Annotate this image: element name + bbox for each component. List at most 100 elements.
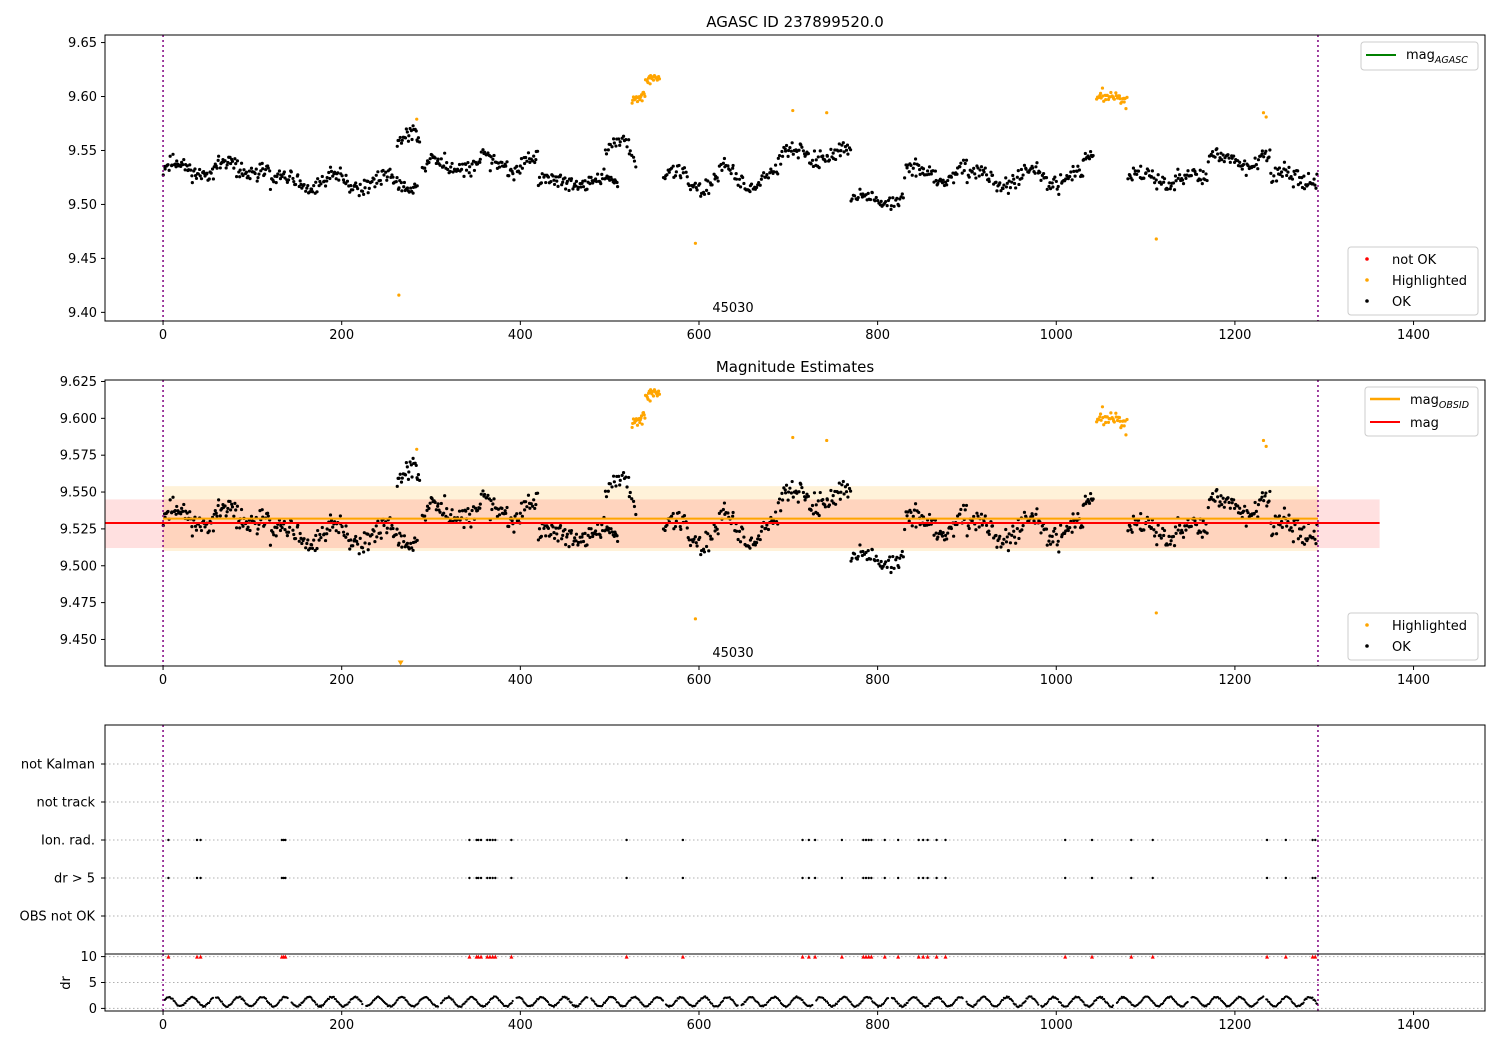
ok-point [617, 474, 621, 478]
ok-point [526, 493, 531, 497]
flag-row-label: OBS not OK [20, 910, 96, 925]
ok-point [1291, 540, 1295, 544]
highlighted-point [638, 420, 642, 425]
ok-point [1044, 176, 1049, 180]
flag-point [864, 876, 868, 880]
x-tick-label: 0 [159, 1018, 167, 1033]
ok-point [800, 145, 804, 149]
ok-point [949, 526, 954, 531]
ok-point [1161, 526, 1165, 531]
ok-point [356, 542, 360, 546]
ok-point [1002, 537, 1006, 541]
ok-point [874, 554, 878, 558]
ok-point [891, 196, 895, 200]
ok-point [384, 170, 388, 174]
highlighted-point [1100, 405, 1105, 409]
ok-point [876, 558, 880, 563]
ok-point [1290, 177, 1295, 181]
ok-point [933, 169, 937, 173]
ok-point [1289, 174, 1293, 179]
ok-point [362, 550, 366, 554]
ok-point [970, 169, 974, 174]
ok-point [1155, 543, 1159, 547]
flag-point [921, 876, 925, 880]
ok-point [1265, 159, 1269, 163]
ok-point [632, 504, 637, 509]
ok-point [932, 533, 936, 537]
flag-point [807, 876, 811, 880]
ok-point [812, 491, 817, 495]
ok-point [260, 508, 264, 512]
dr-point [1103, 998, 1106, 1001]
ok-point [576, 185, 581, 189]
x-tick-label: 200 [329, 328, 354, 343]
ok-point [266, 511, 270, 515]
ok-point [1076, 164, 1080, 168]
ok-point [1054, 532, 1058, 536]
dr-point [255, 1000, 258, 1004]
y-tick-label: 9.550 [60, 486, 97, 501]
ok-point [405, 130, 409, 134]
ok-point [360, 189, 365, 193]
ok-point [298, 179, 302, 183]
ok-point [874, 195, 878, 200]
highlighted-point [1120, 424, 1124, 428]
flag-point [475, 838, 478, 842]
dr-point [921, 1002, 924, 1006]
ok-point [247, 169, 251, 173]
ok-point [1129, 528, 1133, 532]
dr-point [989, 1000, 992, 1004]
dr-capped-marker [487, 954, 492, 959]
flag-point [494, 876, 497, 880]
ok-point [1045, 187, 1049, 191]
ok-point [701, 547, 706, 551]
ok-point [370, 532, 374, 537]
flag-point [867, 876, 870, 880]
ok-point [979, 512, 984, 516]
ok-point [518, 171, 522, 175]
y-tick-label: 9.500 [60, 559, 97, 574]
ok-point [611, 474, 616, 478]
ok-point [571, 187, 575, 191]
ok-point [264, 167, 268, 172]
ok-point [400, 138, 404, 142]
ok-point [1045, 543, 1049, 547]
ok-point [561, 180, 565, 184]
ok-point [906, 510, 910, 514]
dr-point [1262, 995, 1265, 998]
flag-point [1265, 876, 1269, 880]
ok-point [529, 502, 533, 506]
ok-point [1222, 505, 1226, 509]
flag-point [926, 876, 929, 880]
ok-point [1057, 550, 1061, 554]
flag-point [864, 838, 868, 842]
y-tick-label: 9.475 [60, 596, 97, 611]
ok-point [573, 536, 577, 540]
ok-point [399, 480, 404, 484]
dr-point [799, 997, 802, 1000]
dr-point [1266, 998, 1269, 1001]
flag-point [280, 876, 284, 880]
ok-point [378, 531, 383, 535]
dr-capped-marker [869, 954, 874, 959]
ok-point [1050, 181, 1054, 185]
ok-point [218, 514, 222, 518]
ok-point [353, 537, 357, 541]
highlighted-point [651, 78, 656, 82]
ok-point [1051, 540, 1055, 544]
ok-point [338, 166, 342, 170]
ok-point [325, 527, 329, 531]
ok-point [1167, 181, 1171, 185]
ok-point [737, 529, 742, 533]
ok-point [188, 163, 192, 167]
dr-point [1046, 1001, 1049, 1005]
ok-point [1213, 155, 1217, 159]
ok-point [976, 166, 980, 170]
ok-point [873, 559, 877, 563]
ok-point [296, 523, 300, 527]
dr-capped-marker [485, 954, 490, 959]
ok-point [362, 192, 366, 196]
ok-point [397, 186, 401, 190]
ok-point [340, 174, 344, 178]
ok-point [846, 152, 850, 156]
